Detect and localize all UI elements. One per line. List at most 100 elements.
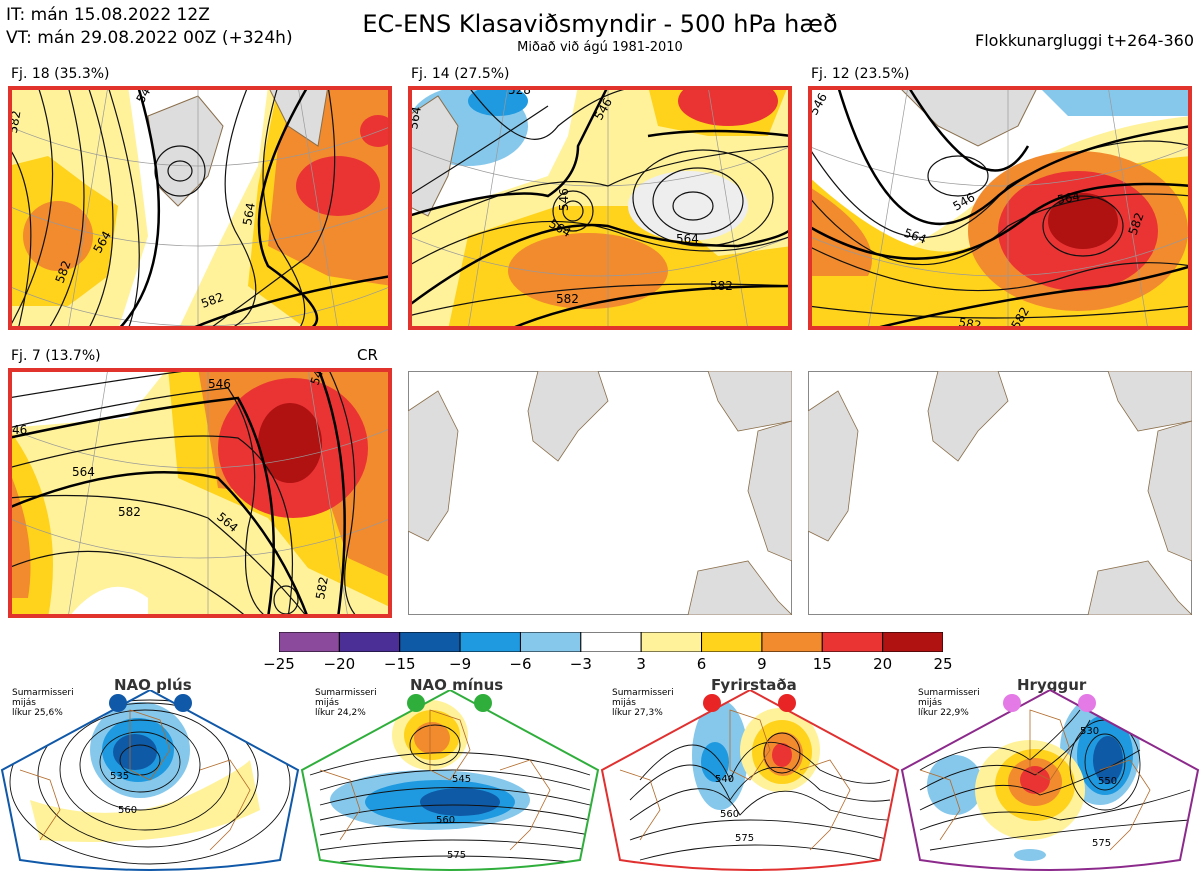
contour-label: 545 xyxy=(452,774,471,785)
contour-label: 546 xyxy=(557,188,571,211)
regime-4-map: 530 550 575 xyxy=(900,690,1200,871)
season-label: Sumarmisseri xyxy=(12,688,74,698)
regime-2-info: Sumarmisseri mijás líkur 24,2% xyxy=(315,688,377,718)
strong-negative-region xyxy=(1093,736,1123,784)
extreme-positive-region xyxy=(258,403,322,483)
colorbar-tick-label: −25 xyxy=(263,655,295,673)
height-contours xyxy=(9,699,291,865)
contour-label: 582 xyxy=(556,292,579,306)
land xyxy=(1147,420,1192,562)
panel-frame xyxy=(408,86,792,330)
strong-positive-region xyxy=(296,156,380,216)
colorbar xyxy=(279,632,943,652)
contour-label: 564 xyxy=(72,465,95,479)
contour-label: 560 xyxy=(436,815,455,826)
regime-1-map: 535 560 xyxy=(0,690,300,871)
coastlines xyxy=(319,709,551,851)
height-contours xyxy=(309,724,591,863)
positive-region xyxy=(23,201,93,271)
regime-indicator-dot xyxy=(703,694,721,712)
cluster-2-label: Fj. 14 (27.5%) xyxy=(411,66,510,82)
low-region xyxy=(628,171,748,241)
colorbar-tick-label: 25 xyxy=(933,655,953,673)
panel-frame xyxy=(808,86,1192,330)
neutral-region xyxy=(808,86,1192,286)
regime-frame xyxy=(900,690,1200,871)
regime-indicator-dot xyxy=(109,694,127,712)
land xyxy=(747,420,792,562)
height-contours xyxy=(629,732,891,861)
land xyxy=(408,390,459,542)
strong-negative-region xyxy=(420,788,500,816)
thick-contours xyxy=(8,368,346,618)
regime-3-info: Sumarmisseri mijás líkur 27,3% xyxy=(612,688,674,718)
contour-label: 575 xyxy=(735,833,754,844)
period-label: mijás xyxy=(918,698,942,708)
strong-positive-region xyxy=(1020,766,1050,794)
contour-label: 582 xyxy=(118,505,141,519)
regime-indicator-dot xyxy=(407,694,425,712)
regime-3-map: 540 560 575 xyxy=(600,690,900,871)
regime-1-title: NAO plús xyxy=(114,676,192,694)
height-contours xyxy=(408,86,792,317)
contour-label: 575 xyxy=(447,850,466,861)
colorbar-tick-label: 9 xyxy=(757,655,767,673)
empty-map-1 xyxy=(408,371,792,615)
negative-region xyxy=(701,742,729,782)
cluster-4-map: 546 564 582 564 546 582 46 xyxy=(8,368,392,618)
positive-region xyxy=(414,722,450,754)
contour-label: 550 xyxy=(1098,776,1117,787)
positive-region xyxy=(30,760,260,842)
contour-label: 540 xyxy=(715,774,734,785)
colorbar-tick-label: 15 xyxy=(812,655,832,673)
valid-time: VT: mán 29.08.2022 00Z (+324h) xyxy=(6,28,293,48)
contour-label: 560 xyxy=(118,805,137,816)
season-label: Sumarmisseri xyxy=(918,688,980,698)
colorbar-tick-label: 3 xyxy=(636,655,646,673)
colorbar-tick-label: −6 xyxy=(509,655,532,673)
cluster-4-tag: CR xyxy=(357,346,378,364)
contour-label: 564 xyxy=(676,232,699,246)
neutral-region xyxy=(68,586,148,618)
page-subtitle: Miðað við ágú 1981-2010 xyxy=(517,40,683,55)
season-label: Sumarmisseri xyxy=(315,688,377,698)
initial-time: IT: mán 15.08.2022 12Z xyxy=(6,5,210,25)
coastlines xyxy=(619,709,851,851)
extreme-positive-region xyxy=(1048,193,1118,249)
colorbar-tick-label: −15 xyxy=(383,655,416,673)
contour-label: 564 xyxy=(1056,189,1081,207)
colorbar-tick-label: −3 xyxy=(569,655,592,673)
land xyxy=(707,371,792,432)
period-label: mijás xyxy=(315,698,339,708)
regime-2-title: NAO mínus xyxy=(410,676,504,694)
regime-frame xyxy=(0,690,300,871)
colorbar-swatch xyxy=(640,632,703,652)
colorbar-tick-label: −20 xyxy=(323,655,356,673)
probability-label: líkur 24,2% xyxy=(315,708,366,718)
greenland-land xyxy=(927,371,1009,462)
regime-frame xyxy=(300,690,600,871)
page-title: EC-ENS Klasaviðsmyndir - 500 hPa hæð xyxy=(362,10,838,38)
contour-label: 528 xyxy=(508,86,531,97)
land xyxy=(1107,371,1192,432)
land xyxy=(267,86,329,147)
regime-4-info: Sumarmisseri mijás líkur 22,9% xyxy=(918,688,980,718)
colorbar-swatch xyxy=(338,632,401,652)
colorbar-swatch xyxy=(279,632,340,652)
cluster-1-map: 564 582 564 582 582 582 546 xyxy=(8,86,392,330)
probability-label: líkur 27,3% xyxy=(612,708,663,718)
strong-positive-region xyxy=(772,743,792,767)
positive-region xyxy=(508,233,668,309)
colorbar-swatch xyxy=(459,632,521,652)
header-info: IT: mán 15.08.2022 12Z VT: mán 29.08.202… xyxy=(6,4,293,50)
probability-label: líkur 25,6% xyxy=(12,708,63,718)
period-label: mijás xyxy=(12,698,36,708)
season-label: Sumarmisseri xyxy=(612,688,674,698)
colorbar-swatch xyxy=(821,632,884,652)
strong-negative-region xyxy=(113,734,157,770)
strong-positive-region xyxy=(678,86,778,126)
regime-indicator-dot xyxy=(174,694,192,712)
cluster-3-label: Fj. 12 (23.5%) xyxy=(811,66,910,82)
panel-frame xyxy=(8,368,392,618)
land xyxy=(808,390,859,542)
